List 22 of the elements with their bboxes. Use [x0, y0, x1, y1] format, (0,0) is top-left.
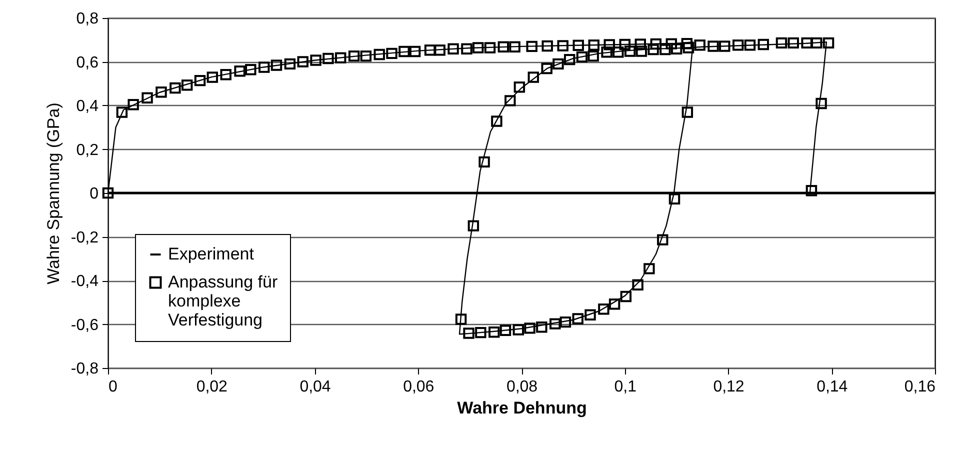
- y-tick-label: -0,4: [70, 273, 99, 290]
- x-tick-label: 0,12: [713, 378, 744, 396]
- x-tick-label: 0: [108, 378, 118, 396]
- y-tick-label: -0,6: [70, 316, 99, 334]
- legend-label: Anpassung für komplexe Verfestigung: [168, 272, 278, 330]
- y-axis-title: Wahre Spannung (GPa): [44, 102, 63, 284]
- legend-label: Experiment: [168, 244, 254, 264]
- x-tick-label: 0,02: [196, 378, 228, 396]
- y-tick-label: 0,2: [76, 142, 99, 159]
- y-tick-label: 0,8: [76, 10, 99, 28]
- x-tick-label: 0,08: [506, 378, 538, 396]
- x-axis-title: Wahre Dehnung: [457, 398, 587, 418]
- x-tick-label: 0,16: [904, 378, 936, 396]
- y-tick-label: 0,6: [76, 54, 99, 72]
- y-tick-label: 0,4: [76, 98, 99, 115]
- y-tick-label: -0,2: [70, 229, 99, 246]
- x-tick-label: 0,14: [816, 378, 848, 396]
- x-tick-label: 0,04: [300, 378, 331, 396]
- y-tick-label: -0,8: [70, 360, 99, 378]
- y-tick-label: 0: [90, 186, 99, 202]
- x-tick-label: 0,06: [403, 378, 434, 396]
- x-tick-label: 0,1: [614, 378, 637, 396]
